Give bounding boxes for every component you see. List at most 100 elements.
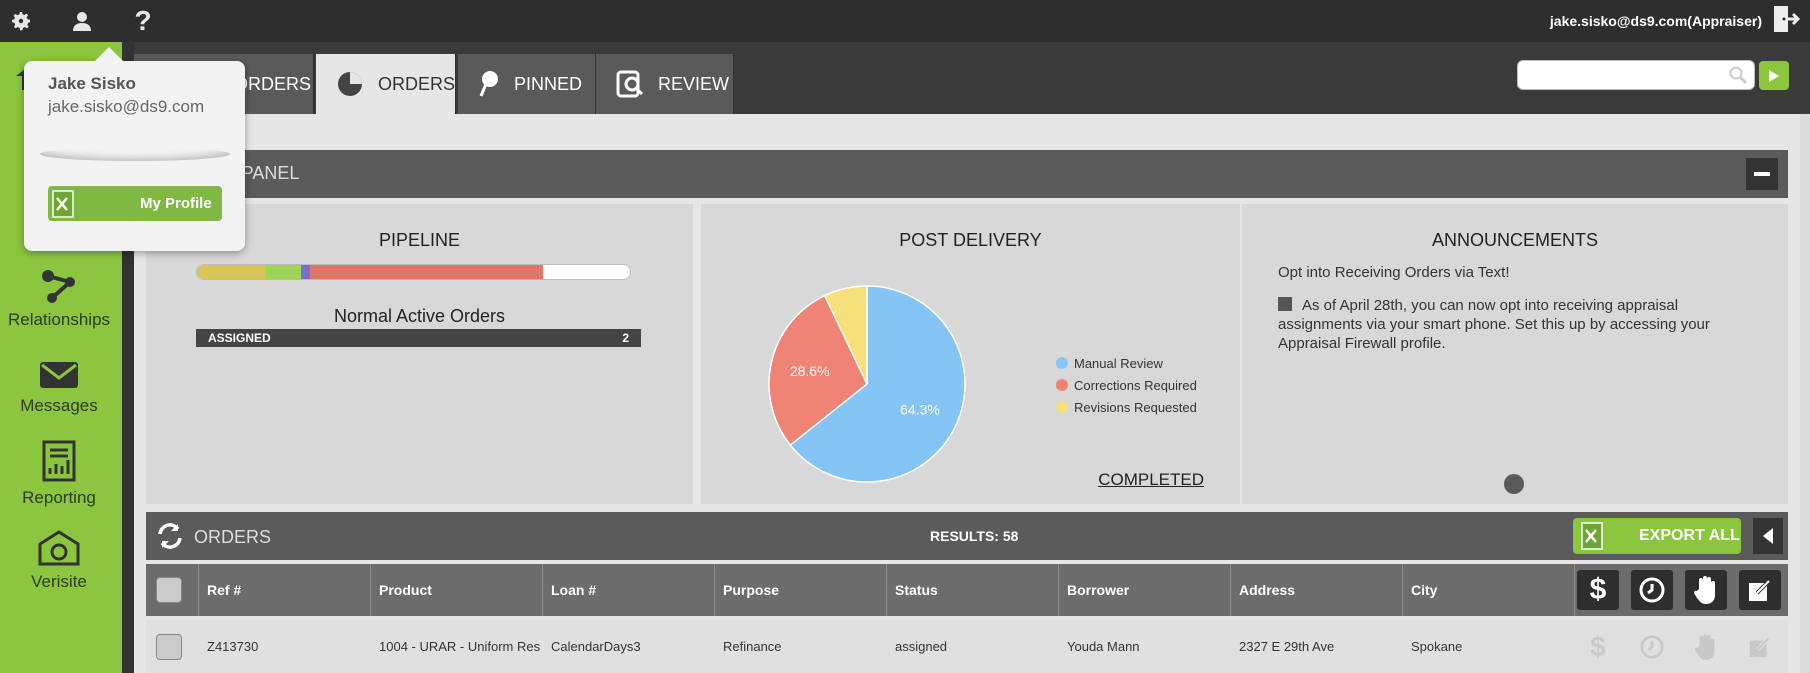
legend-marker [1056, 401, 1068, 413]
row-select-cell [146, 620, 199, 673]
edit-icon[interactable] [1739, 632, 1781, 662]
legend-marker [1056, 379, 1068, 391]
cell-loan: CalendarDays3 [551, 639, 641, 654]
cell-ref[interactable]: Z413730 [207, 639, 259, 654]
play-icon [1769, 69, 1779, 82]
search-input[interactable] [1517, 60, 1755, 90]
relationships-icon [42, 270, 75, 303]
pipeline-segment-1[interactable] [266, 265, 301, 279]
popup-divider [40, 147, 230, 161]
chart-legend: Manual Review Corrections Required Revisio… [1056, 352, 1197, 418]
export-all-label: EXPORT ALL [1639, 527, 1740, 544]
tab-orders-dashboard[interactable]: ORDERS [316, 54, 456, 114]
gear-icon[interactable] [6, 6, 36, 36]
pipeline-segment-0[interactable] [197, 265, 267, 279]
collapse-side-button[interactable] [1753, 518, 1783, 554]
orders-table-header: Ref # Product Loan # Purpose Status Borr… [146, 564, 1788, 616]
completed-link[interactable]: COMPLETED [1098, 470, 1204, 489]
sidebar-item-verisite[interactable]: Verisite [0, 530, 118, 592]
cell-status: assigned [895, 639, 948, 654]
my-profile-button[interactable]: My Profile [48, 186, 222, 221]
envelope-icon [40, 362, 78, 388]
profile-email: jake.sisko@ds9.com [48, 97, 205, 116]
column-header-product[interactable]: Product [371, 564, 543, 616]
post-delivery-card: POST DELIVERY 64.3% 28.6% Manual Review Co… [701, 204, 1240, 504]
arrow-left-icon [1763, 528, 1773, 544]
tab-review[interactable]: REVIEW [596, 54, 734, 114]
sidebar-item-relationships[interactable]: Relationships [0, 268, 118, 330]
pipeline-segment-2[interactable] [300, 265, 310, 279]
cell-purpose: Refinance [723, 639, 782, 654]
cell-address: 2327 E 29th Ave [1239, 639, 1335, 654]
announcements-card: ANNOUNCEMENTS Opt into Receiving Orders … [1242, 204, 1788, 504]
column-header-city[interactable]: City [1403, 564, 1575, 616]
legend-item[interactable]: Manual Review [1056, 352, 1197, 374]
announcement-text: As of April 28th, you can now opt into r… [1278, 297, 1710, 352]
logout-icon[interactable] [1772, 4, 1802, 36]
tab-label: REVIEW [658, 73, 730, 94]
carousel-dot[interactable] [1504, 474, 1524, 494]
legend-item[interactable]: Revisions Requested [1056, 396, 1197, 418]
user-icon[interactable] [67, 6, 97, 36]
pipeline-title: PIPELINE [378, 230, 461, 250]
my-profile-label: My Profile [140, 195, 212, 212]
dollar-icon[interactable]: $ [1577, 570, 1619, 610]
dollar-icon[interactable]: $ [1590, 631, 1606, 662]
pipeline-segment-4[interactable] [543, 265, 630, 279]
sidebar-item-messages[interactable]: Messages [0, 360, 118, 416]
legend-label: Revisions Requested [1074, 399, 1197, 415]
legend-item[interactable]: Corrections Required [1056, 374, 1197, 396]
user-email: jake.sisko@ds9.com(Appraiser) [1549, 13, 1762, 29]
help-icon[interactable]: ? [134, 5, 152, 36]
assigned-label: ASSIGNED [208, 331, 271, 345]
pie-slice-manual-review[interactable] [789, 285, 966, 483]
collapse-panel-button[interactable] [1746, 158, 1778, 190]
assigned-row[interactable]: ASSIGNED 2 [196, 329, 641, 347]
clock-icon[interactable] [1631, 570, 1673, 610]
orders-header: ORDERS RESULTS: 58 EXPORT ALL [146, 512, 1788, 560]
refresh-icon[interactable] [156, 522, 184, 555]
popup-arrow [95, 47, 123, 61]
cell-city: Spokane [1411, 639, 1463, 654]
hand-icon[interactable] [1685, 632, 1727, 662]
results-count: RESULTS: 58 [930, 528, 1019, 544]
tab-pinned[interactable]: PINNED [458, 54, 596, 114]
column-header-ref[interactable]: Ref # [199, 564, 371, 616]
pie-icon [337, 72, 362, 96]
row-checkbox[interactable] [156, 633, 182, 660]
clock-icon[interactable] [1631, 632, 1673, 662]
column-header-borrower[interactable]: Borrower [1059, 564, 1231, 616]
pipeline-bar[interactable] [196, 264, 631, 280]
announcements-title: ANNOUNCEMENTS [1431, 230, 1598, 250]
column-header-status[interactable]: Status [887, 564, 1059, 616]
profile-doc-icon [52, 189, 74, 218]
sidebar-item-label: Messages [20, 396, 98, 415]
pie-data-label: 28.6% [790, 363, 830, 379]
legend-label: Corrections Required [1074, 377, 1197, 393]
dashboard-panel-header: T PANEL [146, 150, 1788, 198]
pie-data-label: 64.3% [900, 402, 940, 418]
tab-label: ORDERS [377, 73, 455, 94]
orders-label: ORDERS [194, 527, 272, 547]
pie-slice-revisions-requested[interactable] [823, 285, 868, 385]
column-header-loan[interactable]: Loan # [543, 564, 715, 616]
post-delivery-title: POST DELIVERY [899, 230, 1042, 250]
select-all-cell [146, 564, 199, 616]
bullet-square-icon [1278, 297, 1292, 311]
tab-label: PINNED [514, 73, 583, 94]
column-header-address[interactable]: Address [1231, 564, 1403, 616]
announcement-body: As of April 28th, you can now opt into r… [1278, 296, 1758, 353]
cell-borrower: Youda Mann [1067, 639, 1140, 654]
pipeline-segment-3[interactable] [309, 265, 544, 279]
table-row[interactable]: Z413730 1004 - URAR - Uniform Reside Cal… [146, 620, 1788, 673]
search-submit-button[interactable] [1759, 61, 1789, 90]
select-all-checkbox[interactable] [156, 577, 182, 603]
edit-icon[interactable] [1739, 570, 1781, 610]
sidebar-item-reporting[interactable]: Reporting [0, 440, 118, 508]
export-all-button[interactable]: EXPORT ALL [1573, 518, 1741, 554]
sidebar-item-label: Relationships [7, 310, 111, 329]
column-header-purpose[interactable]: Purpose [715, 564, 887, 616]
announcement-headline: Opt into Receiving Orders via Text! [1278, 264, 1510, 281]
hand-icon[interactable] [1685, 570, 1727, 610]
legend-label: Manual Review [1074, 355, 1163, 371]
